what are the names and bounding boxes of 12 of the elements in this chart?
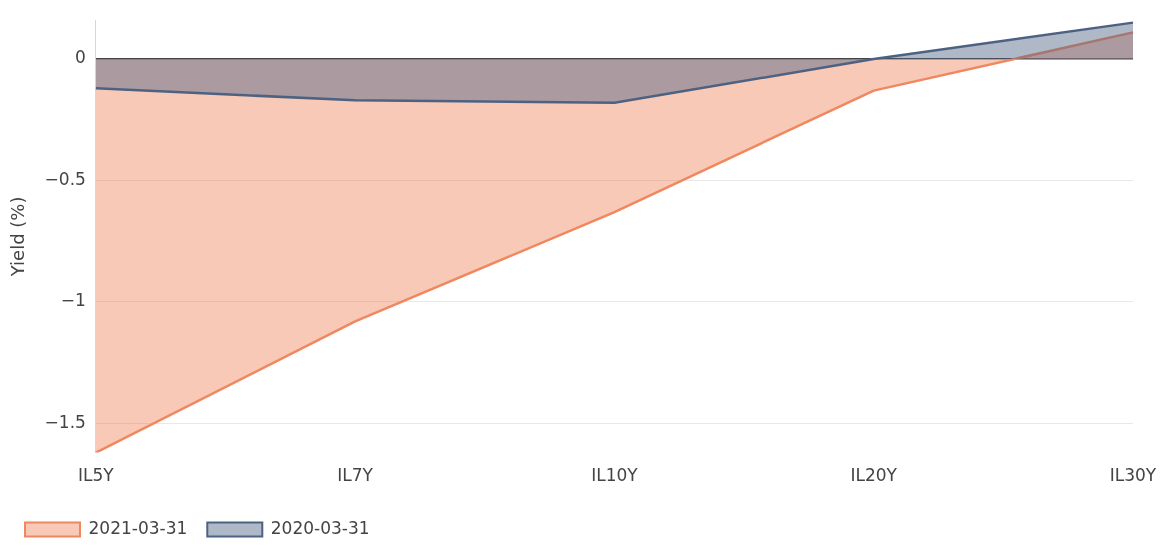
- y-tick-label: −1.5: [44, 411, 86, 432]
- legend-label: 2020-03-31: [270, 517, 370, 538]
- x-tick-label: IL10Y: [591, 465, 639, 486]
- x-tick-label: IL7Y: [337, 465, 374, 486]
- y-tick-label: −0.5: [44, 168, 86, 189]
- x-tick-label: IL30Y: [1109, 465, 1157, 486]
- y-axis-title: Yield (%): [7, 196, 29, 278]
- y-tick-label: 0: [75, 47, 86, 68]
- x-tick-label: IL5Y: [78, 465, 115, 486]
- x-tick-label: IL20Y: [850, 465, 898, 486]
- legend-label: 2021-03-31: [88, 517, 188, 538]
- y-tick-label: −1: [60, 290, 86, 311]
